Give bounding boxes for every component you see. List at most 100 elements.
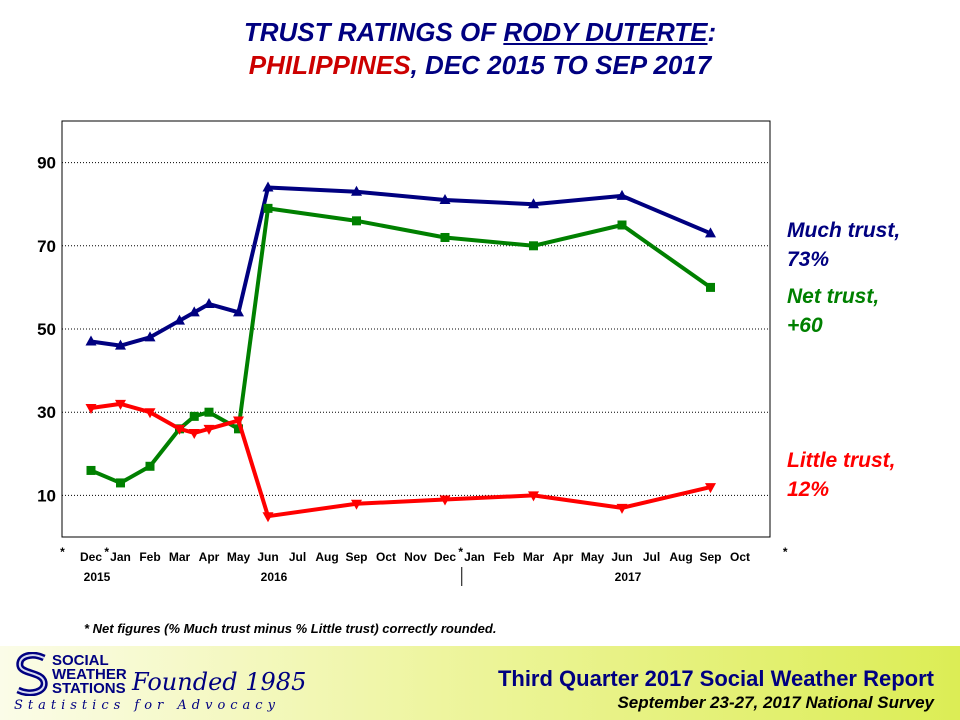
- logo-line-social: SOCIAL: [52, 652, 109, 669]
- data-point-little-trust: [85, 404, 97, 415]
- title-prefix: TRUST RATINGS OF: [243, 17, 504, 47]
- x-tick-label: Sep: [345, 550, 367, 564]
- asterisk-mark: *: [104, 545, 109, 559]
- data-point-much-trust: [705, 227, 716, 238]
- data-point-net-trust: [145, 461, 155, 471]
- data-point-net-trust: [706, 282, 715, 292]
- label-net-trust: Net trust, +60: [787, 282, 879, 340]
- data-point-much-trust: [351, 185, 362, 196]
- y-tick-label: 90: [37, 154, 56, 173]
- logo-line-weather: WEATHER: [52, 666, 127, 683]
- report-title: Third Quarter 2017 Social Weather Report: [497, 666, 934, 691]
- data-point-little-trust: [262, 512, 274, 523]
- grid-lines: [62, 162, 770, 496]
- data-point-net-trust: [189, 411, 199, 421]
- x-tick-label: Feb: [493, 550, 514, 564]
- data-point-net-trust: [440, 232, 450, 242]
- data-point-little-trust: [616, 503, 628, 514]
- data-point-little-trust: [115, 399, 126, 410]
- x-tick-label: Sep: [699, 550, 721, 564]
- data-point-much-trust: [616, 189, 628, 200]
- data-point-net-trust: [352, 216, 361, 226]
- x-tick-label: Jul: [643, 550, 660, 564]
- asterisk-mark: *: [60, 545, 65, 559]
- y-tick-label: 50: [37, 320, 56, 339]
- data-point-net-trust: [617, 220, 627, 230]
- data-point-much-trust: [188, 306, 200, 317]
- data-point-net-trust: [529, 241, 538, 251]
- label-net-trust-name: Net trust,: [787, 285, 880, 308]
- data-point-much-trust: [144, 331, 156, 342]
- label-much-trust: Much trust, 73%: [787, 216, 900, 274]
- x-tick-label: Jan: [110, 550, 131, 564]
- x-tick-label: Dec: [80, 550, 102, 564]
- data-point-little-trust: [528, 491, 539, 502]
- x-tick-label: Jun: [611, 550, 632, 564]
- label-much-trust-value: 73%: [787, 248, 830, 271]
- logo-tagline: Statistics for Advocacy: [14, 698, 280, 713]
- data-point-little-trust: [705, 483, 716, 494]
- data-point-little-trust: [188, 429, 200, 439]
- title-date-range: , DEC 2015 TO SEP 2017: [410, 50, 712, 80]
- asterisk-mark: *: [783, 545, 788, 559]
- title-country: PHILIPPINES: [248, 50, 411, 80]
- x-tick-label: Mar: [523, 550, 545, 564]
- label-little-trust: Little trust, 12%: [787, 446, 896, 504]
- x-tick-label: Apr: [199, 550, 220, 564]
- footer-banner: SOCIAL WEATHER STATIONS Founded 1985 Sta…: [0, 646, 960, 720]
- x-tick-label: Dec: [434, 550, 456, 564]
- logo-line-stations: STATIONS: [52, 680, 126, 697]
- x-tick-label: Jun: [257, 550, 278, 564]
- data-point-little-trust: [439, 495, 451, 506]
- x-tick-label: Aug: [315, 550, 338, 564]
- sws-logo-icon: [16, 652, 48, 696]
- x-tick-label: Oct: [376, 550, 396, 564]
- data-point-much-trust: [85, 335, 97, 346]
- year-label: 2015: [84, 570, 111, 584]
- label-net-trust-value: +60: [787, 314, 823, 337]
- line-chart: 10 30 50 70 90 Dec Jan Feb Mar Apr May Jun Jul Aug Se…: [37, 120, 788, 586]
- data-point-net-trust: [263, 203, 273, 213]
- data-point-much-trust: [528, 198, 539, 209]
- data-point-much-trust: [115, 339, 126, 350]
- year-label: 2017: [615, 570, 642, 584]
- series-layer: [85, 181, 716, 523]
- x-tick-label: Nov: [404, 550, 427, 564]
- label-little-trust-value: 12%: [787, 478, 830, 501]
- y-tick-label: 10: [37, 486, 56, 505]
- data-point-little-trust: [233, 416, 244, 427]
- x-tick-label: Aug: [669, 550, 692, 564]
- y-tick-label: 70: [37, 237, 56, 256]
- x-tick-label: Jul: [289, 550, 306, 564]
- data-point-much-trust: [233, 306, 244, 317]
- x-tick-labels: Dec Jan Feb Mar Apr May Jun Jul Aug Sep Oct Nov Dec J…: [60, 545, 788, 586]
- data-point-net-trust: [234, 424, 243, 434]
- x-tick-label: May: [581, 550, 605, 564]
- x-tick-label: Mar: [169, 550, 191, 564]
- data-point-much-trust: [262, 181, 274, 192]
- year-label: 2016: [261, 570, 288, 584]
- x-tick-label: Feb: [139, 550, 160, 564]
- data-point-little-trust: [203, 424, 215, 435]
- x-tick-label: Oct: [730, 550, 750, 564]
- x-tick-label: Apr: [553, 550, 574, 564]
- x-tick-label: Jan: [464, 550, 485, 564]
- label-little-trust-name: Little trust,: [787, 449, 896, 472]
- data-point-little-trust: [351, 499, 362, 510]
- logo-founded: Founded 1985: [132, 668, 307, 696]
- asterisk-mark: *: [458, 545, 463, 559]
- x-tick-label: May: [227, 550, 251, 564]
- data-point-much-trust: [203, 298, 215, 309]
- data-point-much-trust: [174, 314, 185, 325]
- data-point-little-trust: [174, 424, 185, 435]
- y-tick-labels: 10 30 50 70 90: [37, 154, 56, 506]
- data-point-little-trust: [144, 408, 156, 419]
- data-point-net-trust: [86, 465, 96, 475]
- label-much-trust-name: Much trust,: [787, 219, 901, 242]
- report-subtitle: September 23-27, 2017 National Survey: [617, 693, 934, 712]
- title-name: RODY DUTERTE: [503, 17, 708, 47]
- chart-title: TRUST RATINGS OF RODY DUTERTE: PHILIPPIN…: [0, 16, 960, 82]
- footnote: * Net figures (% Much trust minus % Litt…: [84, 621, 497, 636]
- logo-wordmark: SOCIAL WEATHER STATIONS: [52, 652, 127, 697]
- data-point-net-trust: [204, 407, 214, 417]
